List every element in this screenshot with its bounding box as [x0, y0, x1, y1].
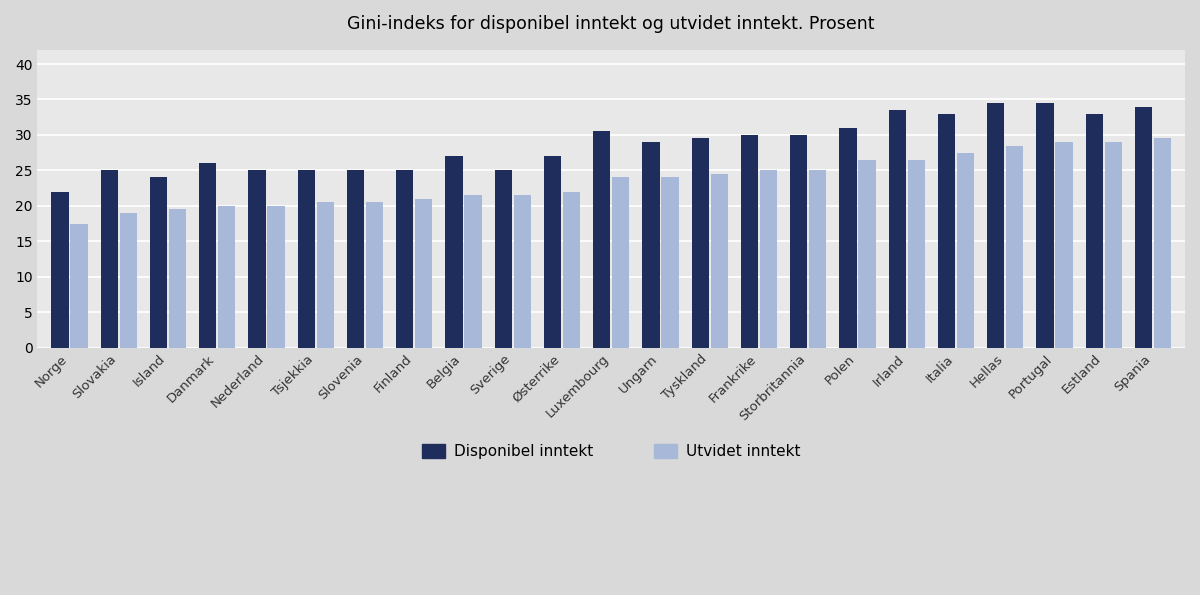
Bar [415, 199, 432, 347]
Bar [268, 206, 284, 347]
Bar [199, 163, 216, 347]
Bar [740, 135, 758, 347]
Legend: Disponibel inntekt, Utvidet inntekt: Disponibel inntekt, Utvidet inntekt [415, 438, 806, 465]
Bar [710, 174, 728, 347]
Bar [120, 213, 137, 347]
Bar [150, 177, 167, 347]
Bar [888, 110, 906, 347]
Bar [1154, 139, 1171, 347]
Bar [661, 177, 679, 347]
Bar [937, 114, 955, 347]
Bar [612, 177, 630, 347]
Bar [366, 202, 383, 347]
Bar [347, 170, 364, 347]
Title: Gini-indeks for disponibel inntekt og utvidet inntekt. Prosent: Gini-indeks for disponibel inntekt og ut… [348, 15, 875, 33]
Bar [218, 206, 235, 347]
Bar [563, 192, 581, 347]
Bar [514, 195, 530, 347]
Bar [1007, 146, 1024, 347]
Bar [593, 131, 611, 347]
Bar [169, 209, 186, 347]
Bar [907, 159, 925, 347]
Bar [1037, 103, 1054, 347]
Bar [1056, 142, 1073, 347]
Bar [71, 224, 88, 347]
Bar [445, 156, 462, 347]
Bar [858, 159, 876, 347]
Bar [396, 170, 413, 347]
Bar [1086, 114, 1103, 347]
Bar [988, 103, 1004, 347]
Bar [101, 170, 118, 347]
Bar [494, 170, 511, 347]
Bar [52, 192, 68, 347]
Bar [642, 142, 660, 347]
Bar [317, 202, 334, 347]
Bar [956, 153, 974, 347]
Bar [298, 170, 314, 347]
Bar [839, 128, 857, 347]
Bar [544, 156, 562, 347]
Bar [1105, 142, 1122, 347]
Bar [1135, 107, 1152, 347]
Bar [464, 195, 481, 347]
Bar [760, 170, 778, 347]
Bar [790, 135, 808, 347]
Bar [809, 170, 827, 347]
Bar [248, 170, 265, 347]
Bar [691, 139, 709, 347]
